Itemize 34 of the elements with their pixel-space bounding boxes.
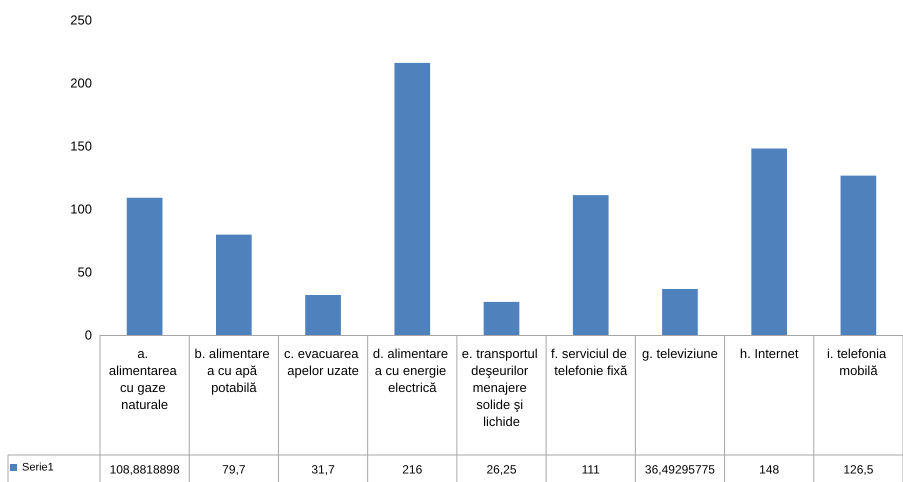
x-tick-label: h. Internet (740, 346, 799, 361)
x-tick-label: i. telefonia mobilă (826, 346, 890, 378)
bar (572, 195, 609, 335)
data-label: 26,25 (486, 462, 517, 476)
bar (751, 148, 788, 335)
data-label: 148 (759, 462, 780, 476)
bar (305, 295, 341, 335)
x-tick-label: d. alimentare a cu energie electrică (372, 346, 452, 395)
legend-label: Serie1 (22, 462, 54, 474)
bar (840, 176, 876, 335)
data-label: 108,8818898 (110, 462, 180, 476)
y-tick-label: 150 (70, 138, 92, 154)
data-label: 36,49295775 (644, 462, 716, 476)
y-tick-label: 100 (70, 202, 92, 216)
bar (126, 198, 162, 335)
bar (394, 62, 430, 335)
data-label: 126,5 (843, 462, 874, 476)
y-tick-label: 0 (84, 328, 92, 342)
bar (216, 234, 252, 335)
bar (484, 302, 520, 335)
data-label: 111 (582, 462, 600, 476)
x-tick-label: b. alimentare a cu apă potabilă (194, 346, 274, 395)
y-tick-label: 200 (70, 76, 92, 90)
bar (662, 289, 698, 335)
y-tick-label: 250 (70, 12, 92, 28)
x-tick-label: e. transportul deşeurilor menajere solide şi lichide (462, 346, 542, 429)
data-label: 216 (402, 462, 423, 476)
x-tick-label: f. serviciul de telefonie fixă (550, 346, 630, 378)
data-label: 79,7 (222, 462, 246, 476)
data-label: 31,7 (311, 462, 336, 476)
x-tick-label: a. alimentarea cu gaze naturale (108, 346, 180, 412)
x-tick-label: g. televiziune (642, 346, 718, 361)
y-tick-label: 50 (78, 264, 92, 280)
x-tick-label: c. evacuarea apelor uzate (284, 346, 362, 378)
